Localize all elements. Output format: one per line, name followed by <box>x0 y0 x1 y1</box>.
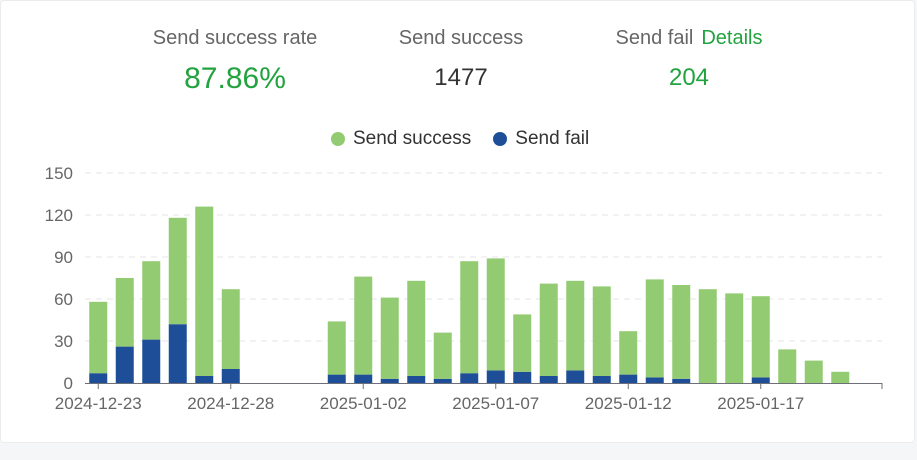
bar-send-success <box>698 289 717 383</box>
bar-send-fail <box>354 374 373 383</box>
bar-send-fail <box>195 376 214 383</box>
bar-send-success <box>513 314 532 372</box>
send-success-value: 1477 <box>434 64 488 91</box>
stats-card: Send success rate 87.86% Send success 14… <box>0 0 915 443</box>
chart-legend: Send success Send fail <box>331 127 611 151</box>
legend-fail-label: Send fail <box>515 128 590 149</box>
legend-success-marker <box>331 132 345 146</box>
bar-send-fail <box>89 373 108 383</box>
bar-send-success <box>592 286 611 376</box>
send-fail-label: Send fail <box>615 27 694 49</box>
x-tick-label: 2025-01-07 <box>452 394 539 413</box>
bar-send-success <box>89 301 108 374</box>
bar-send-success <box>804 360 823 383</box>
send-fail-value: 204 <box>668 64 710 91</box>
x-tick-label: 2025-01-12 <box>585 394 672 413</box>
send-fail-header: Send fail Details <box>591 27 787 50</box>
send-success-stat: Send success 1477 <box>381 27 541 92</box>
send-success-label: Send success <box>398 27 524 49</box>
bar-send-fail <box>592 376 611 383</box>
bar-send-success <box>672 285 691 379</box>
success-rate-label: Send success rate <box>152 27 318 49</box>
daily-send-bar-chart: 0 30 60 90 120 150 2024-12-23 2024-12-28 2025-01… <box>45 164 883 413</box>
x-tick-label: 2025-01-17 <box>717 394 804 413</box>
success-rate-value: 87.86% <box>184 62 286 95</box>
bar-send-success <box>831 371 850 383</box>
legend-success-label: Send success <box>353 128 472 149</box>
bar-send-fail <box>433 378 452 383</box>
bar-send-success <box>751 296 770 378</box>
y-tick-label: 0 <box>64 374 73 393</box>
bar-send-fail <box>221 369 240 383</box>
bar-send-fail <box>486 370 505 383</box>
bar-send-success <box>778 349 797 383</box>
bar-send-success <box>168 217 187 325</box>
legend-item-fail[interactable]: Send fail <box>493 128 589 150</box>
x-tick-label: 2024-12-28 <box>187 394 274 413</box>
details-link[interactable]: Details <box>701 27 763 49</box>
y-tick-label: 30 <box>54 332 73 351</box>
bar-send-success <box>725 293 744 383</box>
bar-send-success <box>433 332 452 379</box>
bar-send-fail <box>566 370 585 383</box>
legend-fail-marker <box>493 132 508 146</box>
x-tick-label: 2025-01-02 <box>320 394 407 413</box>
bar-send-success <box>327 321 346 375</box>
bar-send-fail <box>327 374 346 383</box>
bar-send-fail <box>460 373 479 383</box>
bar-send-success <box>566 280 585 371</box>
bar-send-success <box>460 261 479 374</box>
bar-send-fail <box>672 378 691 383</box>
y-tick-label: 150 <box>45 164 73 183</box>
bar-send-success <box>619 331 638 375</box>
x-tick-label: 2024-12-23 <box>55 394 142 413</box>
legend-item-success[interactable]: Send success <box>331 128 471 150</box>
bar-send-fail <box>513 371 532 383</box>
bar-send-success <box>354 276 373 375</box>
y-tick-label: 60 <box>54 290 73 309</box>
bar-send-success <box>115 278 134 347</box>
bar-send-fail <box>407 376 426 383</box>
bar-send-success <box>407 280 426 376</box>
bar-send-success <box>486 258 505 371</box>
bar-send-success <box>539 283 558 376</box>
y-tick-label: 90 <box>54 248 73 267</box>
bar-send-fail <box>619 374 638 383</box>
send-fail-stat: Send fail Details 204 <box>591 27 787 92</box>
bar-send-fail <box>539 376 558 383</box>
y-tick-label: 120 <box>45 206 73 225</box>
bar-send-fail <box>751 377 770 383</box>
bar-send-fail <box>168 324 187 383</box>
bar-send-success <box>645 279 664 378</box>
bar-send-fail <box>115 346 134 383</box>
bar-send-fail <box>380 378 399 383</box>
success-rate-stat: Send success rate 87.86% <box>121 27 349 96</box>
bar-send-fail <box>645 377 664 383</box>
bar-send-success <box>142 261 161 340</box>
bar-send-fail <box>142 339 161 383</box>
bar-send-success <box>380 297 399 379</box>
bar-send-success <box>221 289 240 369</box>
bar-send-success <box>195 206 214 376</box>
